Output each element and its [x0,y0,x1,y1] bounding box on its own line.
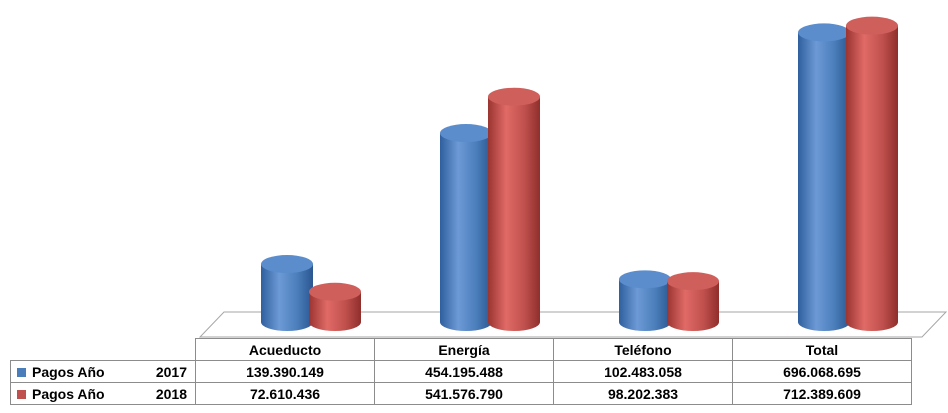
bar-top [309,282,361,301]
legend-swatch-blue [17,367,26,377]
table-cell: 139.390.149 [195,360,375,383]
chart-floor [198,311,948,338]
bar-body [667,281,719,331]
bar-body [846,25,898,331]
bar-total-2017 [798,23,850,331]
bar-top [488,87,540,106]
bar-top [846,16,898,35]
table-cell: 712.389.609 [732,382,912,405]
table-cell: 102.483.058 [553,360,733,383]
table-cell: 98.202.383 [553,382,733,405]
bar-body [798,32,850,331]
bar-body [261,264,313,331]
table-cell: 541.576.790 [374,382,554,405]
legend-year: 2017 [155,363,187,380]
bar-acueducto-2017 [261,255,313,331]
table-header-cell: Teléfono [553,338,733,361]
table-row-2018: Pagos Año 2018 72.610.436 541.576.790 98.… [10,382,912,405]
bar-acueducto-2018 [309,282,361,331]
bar-body [488,96,540,331]
bar-total-2018 [846,16,898,331]
legend-entry-2017: Pagos Año 2017 [10,360,196,383]
bar-energía-2018 [488,87,540,331]
table-cell: 72.610.436 [195,382,375,405]
bar-top [440,124,492,143]
table-cell: 696.068.695 [732,360,912,383]
table-cell: 454.195.488 [374,360,554,383]
table-header-cell: Total [732,338,912,361]
legend-swatch-red [17,389,26,399]
bar-top [619,270,671,289]
table-row-2017: Pagos Año 2017 139.390.149 454.195.488 10… [10,360,912,383]
bar-top [261,255,313,274]
legend-entry-2018: Pagos Año 2018 [10,382,196,405]
legend-year: 2018 [155,385,187,402]
bar-body [309,291,361,331]
table-header-cell: Energía [374,338,554,361]
bar-top [798,23,850,42]
bar-top [667,272,719,291]
bar-teléfono-2017 [619,270,671,331]
legend-label: Pagos Año [32,385,105,402]
bar-body [440,133,492,331]
legend-label: Pagos Año [32,363,105,380]
data-table: Acueducto Energía Teléfono Total Pagos A… [10,338,912,405]
table-header-cell: Acueducto [195,338,375,361]
bar-teléfono-2018 [667,272,719,331]
table-header-row: Acueducto Energía Teléfono Total [11,338,912,361]
bar-energía-2017 [440,124,492,331]
bar-body [619,279,671,331]
